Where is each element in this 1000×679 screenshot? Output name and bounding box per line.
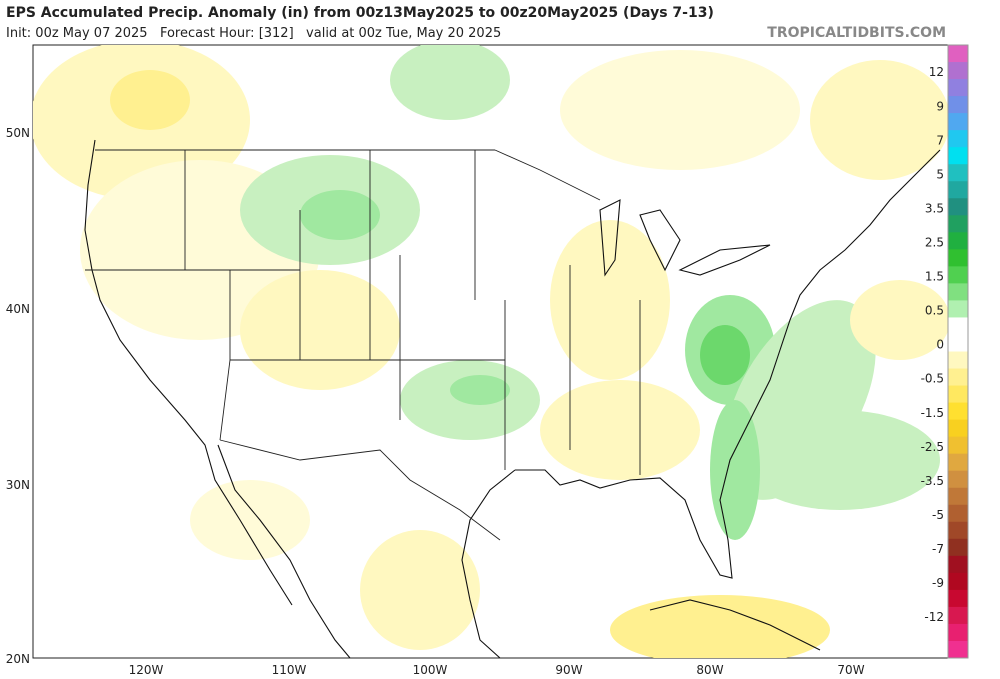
colorbar-label: 0.5 <box>925 304 944 318</box>
colorbar-swatch <box>948 113 968 131</box>
colorbar-swatch <box>948 215 968 233</box>
lon-label: 120W <box>129 663 164 677</box>
subtitle: Init: 00z May 07 2025 Forecast Hour: [31… <box>6 26 501 41</box>
anomaly-field <box>33 45 948 658</box>
title: EPS Accumulated Precip. Anomaly (in) fro… <box>6 5 714 21</box>
map <box>32 44 949 659</box>
colorbar-label: 0 <box>936 338 944 352</box>
colorbar-swatch <box>948 555 968 574</box>
lat-label: 40N <box>6 302 30 316</box>
lat-label: 20N <box>6 652 30 666</box>
colorbar-swatch <box>948 470 968 489</box>
colorbar-swatch <box>948 487 968 506</box>
border <box>85 149 641 541</box>
coastline <box>84 139 941 658</box>
colorbar-swatch <box>948 181 968 199</box>
lat-label: 30N <box>6 478 30 492</box>
colorbar-label: 9 <box>936 99 944 113</box>
colorbar-label: -2.5 <box>921 440 944 454</box>
lon-labels: 120W 110W 100W 90W 80W 70W <box>129 663 865 677</box>
colorbar-label: -5 <box>932 508 944 522</box>
colorbar-swatch <box>948 164 968 182</box>
colorbar-swatch <box>948 402 968 421</box>
colorbar-swatch <box>948 385 968 404</box>
colorbar-swatch <box>948 504 968 523</box>
colorbar-swatch <box>948 453 968 472</box>
colorbar-label: 2.5 <box>925 236 944 250</box>
colorbar-label: 1.5 <box>925 270 944 284</box>
colorbar-swatch <box>948 283 968 301</box>
site-label: TROPICALTIDBITS.COM <box>767 25 946 41</box>
colorbar-swatch <box>948 232 968 250</box>
colorbar-swatch <box>948 334 968 352</box>
lon-label: 90W <box>555 663 582 677</box>
colorbar-swatch <box>948 419 968 438</box>
colorbar-swatch <box>948 538 968 557</box>
coastline-cuba <box>649 599 821 651</box>
colorbar-swatch <box>948 266 968 284</box>
colorbar-swatch <box>948 147 968 165</box>
colorbar-swatch <box>948 368 968 387</box>
colorbar-swatch <box>948 62 968 80</box>
colorbar-label: -0.5 <box>921 372 944 386</box>
colorbar-frame <box>947 44 969 659</box>
colorbar-swatch <box>948 606 968 625</box>
colorbar-swatch <box>948 300 968 318</box>
colorbar-swatch <box>948 351 968 370</box>
colorbar-swatch <box>948 572 968 591</box>
colorbar-swatch <box>948 198 968 216</box>
lon-label: 110W <box>272 663 307 677</box>
colorbar-swatch <box>948 640 968 659</box>
lon-label: 80W <box>696 663 723 677</box>
lat-labels: 50N 40N 30N 20N <box>6 126 30 666</box>
lon-label: 70W <box>837 663 864 677</box>
colorbar-swatch <box>948 589 968 608</box>
colorbar-label: -12 <box>924 610 944 624</box>
colorbar-swatch <box>948 45 968 63</box>
colorbar-label: -1.5 <box>921 406 944 420</box>
colorbar-swatch <box>948 521 968 540</box>
colorbar-label: -7 <box>932 542 944 556</box>
lat-label: 50N <box>6 126 30 140</box>
colorbar-swatch <box>948 79 968 97</box>
colorbar: 12 9 7 5 3.5 2.5 1.5 0.5 0 -0.5 -1.5 -2.5 -3.5 -5 -7 -9… <box>921 44 969 659</box>
colorbar-swatch <box>948 436 968 455</box>
colorbar-label: -3.5 <box>921 474 944 488</box>
colorbar-swatch <box>948 130 968 148</box>
colorbar-label: 5 <box>936 167 944 181</box>
colorbar-label: 7 <box>936 133 944 147</box>
colorbar-swatch <box>948 249 968 267</box>
colorbar-label: 3.5 <box>925 201 944 215</box>
colorbar-swatch <box>948 317 968 335</box>
colorbar-label: -9 <box>932 576 944 590</box>
colorbar-swatch <box>948 96 968 114</box>
colorbar-label: 12 <box>929 65 944 79</box>
great-lakes <box>599 199 771 277</box>
colorbar-swatch <box>948 623 968 642</box>
lon-label: 100W <box>413 663 448 677</box>
